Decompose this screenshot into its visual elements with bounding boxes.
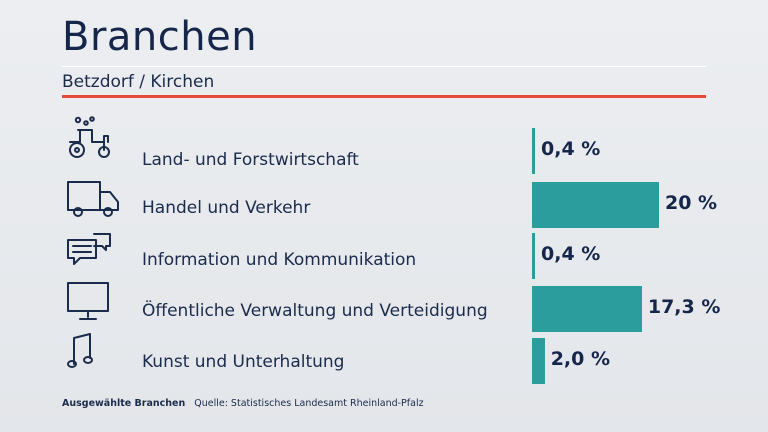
category-label: Information und Kommunikation <box>142 250 417 270</box>
footer-note: Ausgewählte Branchen <box>62 398 186 409</box>
value-label: 17,3 % <box>647 296 721 318</box>
value-label: 20 % <box>665 192 718 214</box>
page-subtitle: Betzdorf / Kirchen <box>62 72 215 92</box>
chat-bubbles-icon <box>64 228 124 272</box>
tractor-icon <box>64 116 124 160</box>
value-label: 0,4 % <box>541 243 601 265</box>
footer: Ausgewählte Branchen Quelle: Statistisch… <box>62 398 424 409</box>
value-label: 0,4 % <box>541 138 601 160</box>
accent-divider <box>62 95 706 98</box>
truck-icon <box>64 176 124 220</box>
music-note-icon <box>64 330 124 374</box>
title-divider <box>62 66 706 67</box>
category-label: Land- und Forstwirtschaft <box>142 150 359 170</box>
footer-source: Quelle: Statistisches Landesamt Rheinlan… <box>194 398 424 409</box>
category-label: Kunst und Unterhaltung <box>142 352 345 372</box>
category-row: Öffentliche Verwaltung und Verteidigung <box>0 282 768 333</box>
value-label: 2,0 % <box>550 348 610 370</box>
bar <box>532 233 535 279</box>
page-title: Branchen <box>62 14 258 60</box>
category-row: Land- und Forstwirtschaft <box>0 116 768 180</box>
bar <box>532 182 659 228</box>
bar <box>532 286 642 332</box>
monitor-icon <box>64 279 124 323</box>
category-label: Handel und Verkehr <box>142 198 311 218</box>
category-row: Information und Kommunikation <box>0 232 768 282</box>
bar <box>532 338 545 384</box>
category-row: Handel und Verkehr <box>0 180 768 230</box>
category-label: Öffentliche Verwaltung und Verteidigung <box>142 301 488 321</box>
bar <box>532 128 535 174</box>
category-row: Kunst und Unterhaltung <box>0 333 768 384</box>
